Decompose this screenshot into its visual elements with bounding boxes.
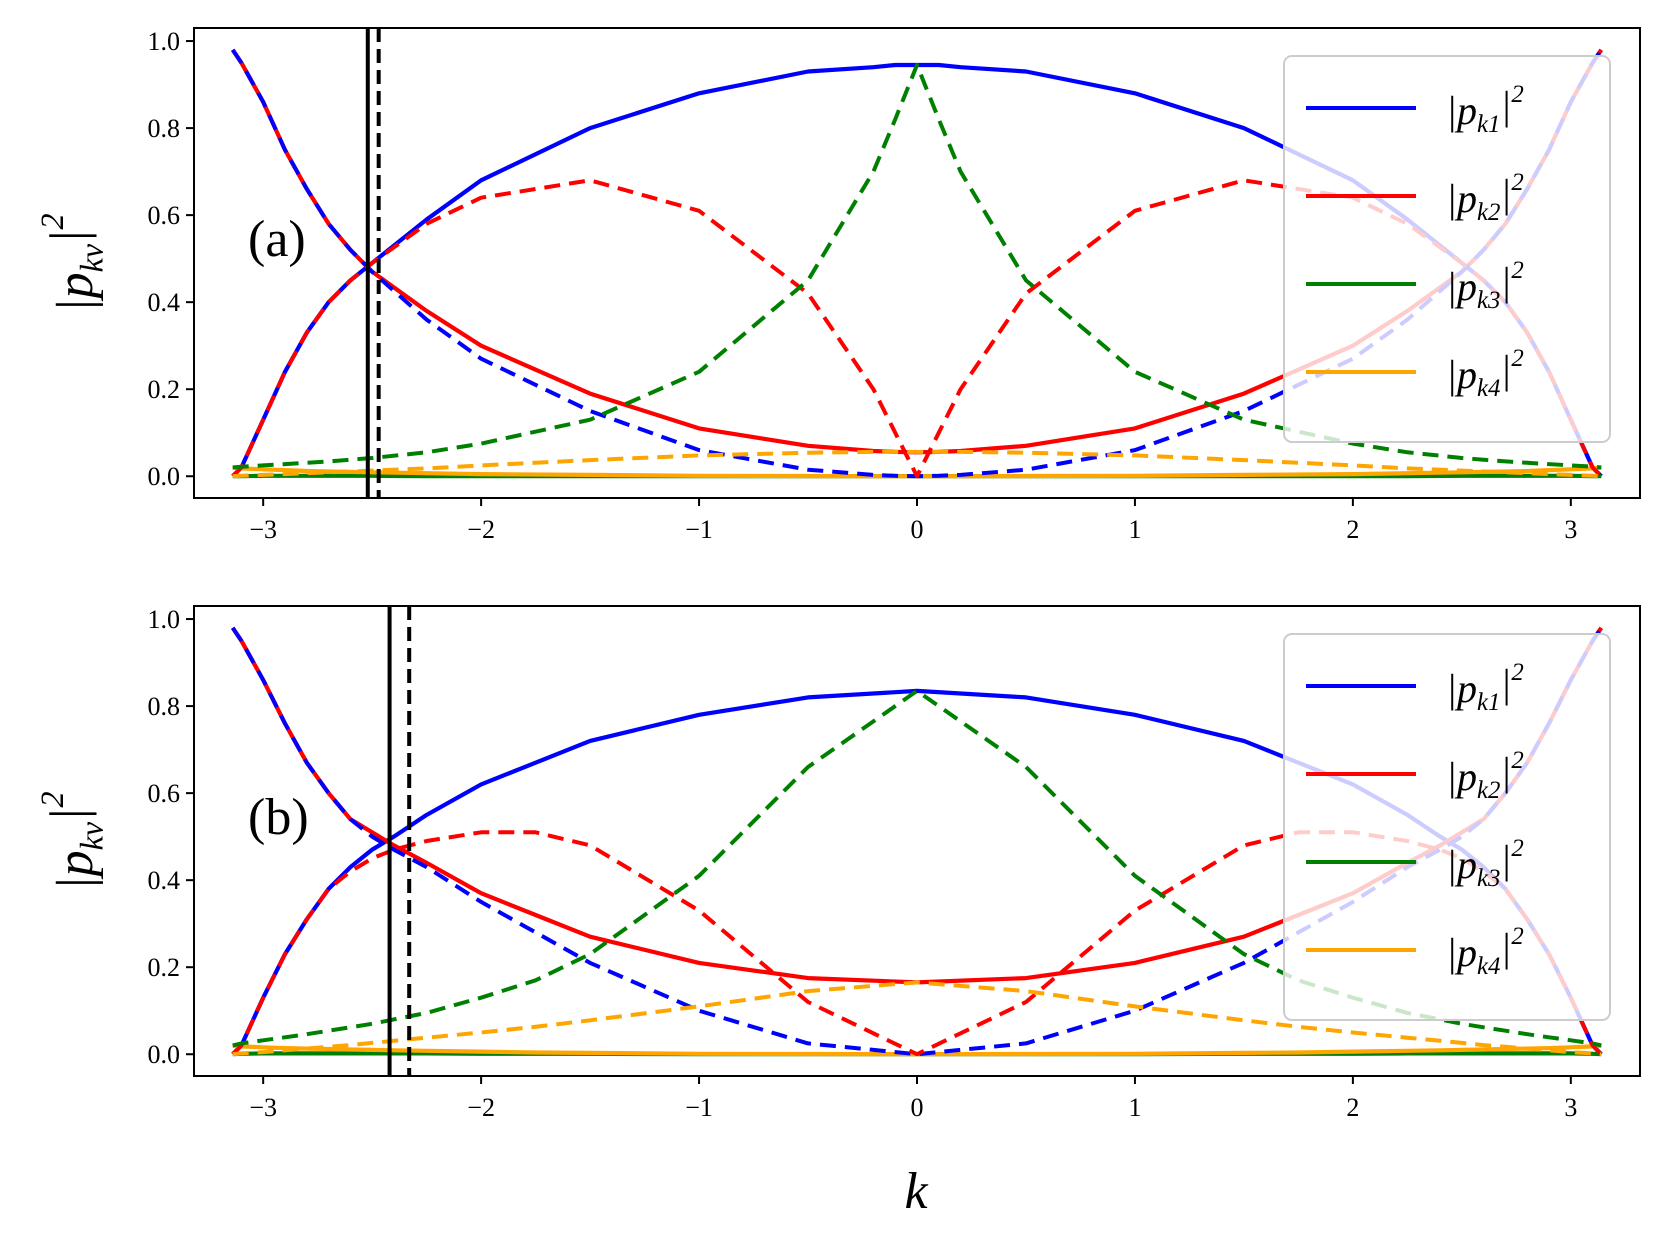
panel-a: −3 −2 −1 0 1 2 3 0.0 0.2 0.4 0.6 0.8 1.0 |pkν|2 (a) |pk…	[34, 27, 1641, 544]
legend-box	[1283, 55, 1611, 443]
dashed-series-line-2	[231, 830, 1603, 1057]
y-tick-label: 0.2	[148, 375, 181, 404]
y-tick-label: 0.6	[148, 201, 181, 230]
legend-box	[1283, 633, 1611, 1021]
y-axis-label: |pkν|2	[34, 791, 109, 890]
legend-label: |pk1|2	[1446, 81, 1524, 138]
x-tick-label: −1	[685, 515, 713, 544]
y-tick-label: 1.0	[148, 605, 181, 634]
y-tick-label: 0.2	[148, 953, 181, 982]
dashed-series-line-4	[232, 980, 1602, 1057]
x-tick-label: 0	[911, 515, 924, 544]
y-tick-label: 0.6	[148, 779, 181, 808]
legend-label: |pk3|2	[1446, 835, 1524, 892]
x-tick-label: −3	[249, 1093, 277, 1122]
x-tick-label: 0	[911, 1093, 924, 1122]
x-tick-label: 2	[1346, 1093, 1359, 1122]
x-tick-label: 3	[1564, 515, 1577, 544]
x-tick-label: 3	[1564, 1093, 1577, 1122]
x-tick-label: −1	[685, 1093, 713, 1122]
y-tick-label: 1.0	[148, 27, 181, 56]
legend-label: |pk4|2	[1446, 345, 1524, 402]
y-tick-label: 0.0	[148, 462, 181, 491]
panel-b: −3 −2 −1 0 1 2 3 0.0 0.2 0.4 0.6 0.8 1.0 |pkν|2 (b) |pk…	[34, 605, 1641, 1122]
x-tick-label: 2	[1346, 515, 1359, 544]
x-tick-label: −2	[467, 1093, 495, 1122]
y-tick-label: 0.8	[148, 692, 181, 721]
y-tick-label: 0.0	[148, 1040, 181, 1069]
legend: |pk1|2 |pk2|2 |pk3|2 |pk4|2	[1283, 633, 1611, 1021]
dashed-series-line-2	[231, 178, 1603, 479]
legend: |pk1|2 |pk2|2 |pk3|2 |pk4|2	[1283, 55, 1611, 443]
y-tick-label: 0.4	[148, 288, 181, 317]
legend-label: |pk2|2	[1446, 169, 1524, 226]
panel-label: (a)	[248, 211, 306, 268]
y-tick-label: 0.8	[148, 114, 181, 143]
dashed-series-line-3	[232, 688, 1602, 1048]
x-tick-label: 1	[1128, 515, 1141, 544]
y-tick-label: 0.4	[148, 866, 181, 895]
panel-label: (b)	[248, 789, 309, 846]
dashed-series-line-3	[232, 63, 1602, 470]
legend-label: |pk4|2	[1446, 923, 1524, 980]
y-axis-label: |pkν|2	[34, 213, 109, 312]
x-tick-label: −2	[467, 515, 495, 544]
legend-label: |pk2|2	[1446, 747, 1524, 804]
legend-label: |pk3|2	[1446, 257, 1524, 314]
dashed-series-line-4	[232, 449, 1602, 479]
legend-label: |pk1|2	[1446, 659, 1524, 716]
x-tick-label: −3	[249, 515, 277, 544]
x-axis-label: k	[904, 1163, 928, 1220]
x-tick-label: 1	[1128, 1093, 1141, 1122]
